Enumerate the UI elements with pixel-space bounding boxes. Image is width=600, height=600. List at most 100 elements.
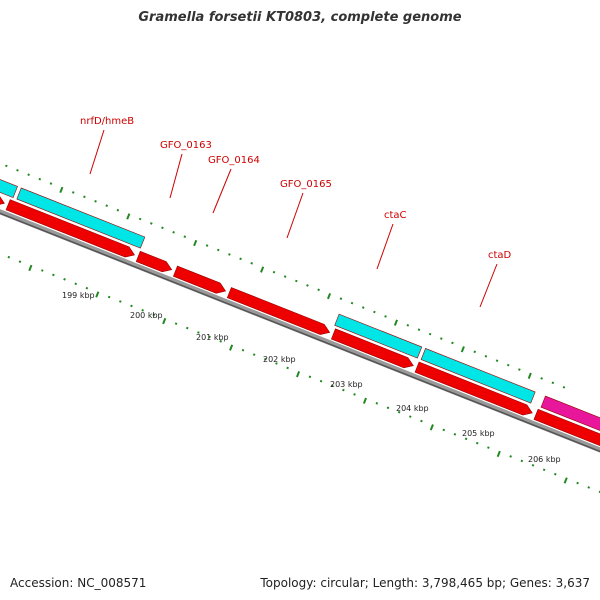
minor-tick (250, 261, 253, 265)
gene-label: GFO_0165 (280, 179, 332, 190)
major-tick (193, 239, 198, 247)
major-tick (295, 371, 301, 378)
minor-tick (141, 309, 144, 312)
genome-backbone-shadow (0, 212, 600, 453)
minor-tick (453, 433, 457, 436)
minor-tick (107, 295, 111, 299)
cds-arrow (172, 265, 227, 294)
major-tick (563, 477, 568, 484)
label-callout-line (286, 192, 304, 239)
gene-label: GFO_0163 (160, 140, 212, 151)
minor-tick (428, 332, 432, 336)
minor-tick (409, 415, 412, 418)
minor-tick (130, 304, 133, 308)
minor-tick (350, 301, 354, 305)
minor-tick (205, 244, 209, 247)
major-tick (496, 450, 501, 458)
minor-tick (553, 472, 557, 476)
label-callout-line (212, 168, 232, 214)
major-tick (126, 213, 131, 220)
minor-tick (317, 288, 320, 292)
minor-tick (373, 310, 376, 314)
gene-bar (420, 348, 536, 404)
minor-tick (239, 257, 242, 261)
accession-text: Accession: NC_008571 (10, 576, 147, 590)
kbp-label-layer: 199 kbp 200 kbp 201 kbp 202 kbp 203 kbp 204 k… (62, 291, 561, 464)
major-tick (162, 317, 167, 325)
minor-tick (272, 270, 276, 274)
cds-arrow (226, 287, 331, 335)
minor-tick (487, 446, 490, 449)
rna-bar (540, 395, 600, 431)
minor-tick (172, 230, 175, 234)
minor-tick (52, 273, 55, 277)
minor-tick (174, 322, 178, 325)
minor-tick (38, 177, 42, 181)
minor-tick (342, 388, 345, 392)
major-tick (362, 397, 367, 404)
minor-tick (518, 368, 521, 371)
minor-tick (63, 278, 66, 281)
inner-tick-ring (7, 255, 600, 494)
minor-tick (105, 204, 109, 208)
minor-tick (241, 348, 245, 352)
minor-tick (219, 340, 223, 343)
kbp-label: 204 kbp (396, 404, 429, 413)
gene-label: ctaD (488, 250, 512, 261)
minor-tick (531, 464, 535, 467)
major-tick (326, 292, 332, 300)
major-tick (229, 344, 234, 351)
minor-tick (375, 402, 379, 405)
minor-tick (509, 455, 512, 458)
gene-label: GFO_0164 (208, 155, 260, 166)
minor-tick (264, 357, 267, 361)
label-callout-line (169, 153, 183, 199)
minor-tick (5, 164, 8, 168)
major-tick (393, 319, 398, 326)
minor-tick (386, 406, 390, 410)
minor-tick (576, 481, 579, 485)
minor-tick (138, 217, 142, 221)
kbp-label: 203 kbp (330, 380, 363, 389)
minor-tick (228, 253, 231, 256)
label-callout-line (89, 129, 105, 175)
minor-tick (339, 297, 343, 301)
feature-track (0, 179, 600, 453)
kbp-label: 200 kbp (130, 311, 163, 320)
label-callout-line (479, 263, 498, 308)
minor-tick (185, 326, 189, 330)
major-tick (95, 291, 100, 298)
cds-arrow (330, 328, 414, 369)
major-tick (460, 346, 465, 353)
cds-arrow (5, 199, 135, 258)
kbp-label: 202 kbp (263, 355, 296, 364)
minor-tick (161, 226, 164, 230)
minor-tick (152, 313, 156, 317)
gene-label-layer: nrfD/hmeB GFO_0163 GFO_0164 GFO_0165 ctaC cta… (80, 116, 512, 308)
minor-tick (495, 359, 499, 362)
minor-tick (451, 341, 454, 345)
minor-tick (283, 275, 287, 278)
minor-tick (74, 282, 78, 286)
cds-arrow (533, 408, 600, 446)
minor-tick (7, 255, 11, 259)
minor-tick (295, 279, 298, 283)
outer-tick-ring (5, 164, 566, 389)
gene-label: ctaC (384, 210, 407, 221)
minor-tick (18, 260, 22, 263)
map-title: Gramella forsetii KT0803, complete genom… (138, 10, 462, 25)
minor-tick (208, 335, 211, 339)
minor-tick (27, 173, 30, 177)
gene-bar (16, 187, 146, 249)
minor-tick (475, 441, 479, 445)
cds-arrow (0, 196, 5, 205)
minor-tick (587, 486, 591, 489)
kbp-label: 205 kbp (462, 429, 495, 438)
major-tick (28, 264, 33, 272)
minor-tick (319, 379, 323, 383)
minor-tick (473, 350, 477, 354)
genome-backbone (0, 209, 600, 453)
minor-tick (306, 284, 309, 287)
minor-tick (417, 328, 421, 331)
major-tick (429, 424, 434, 431)
